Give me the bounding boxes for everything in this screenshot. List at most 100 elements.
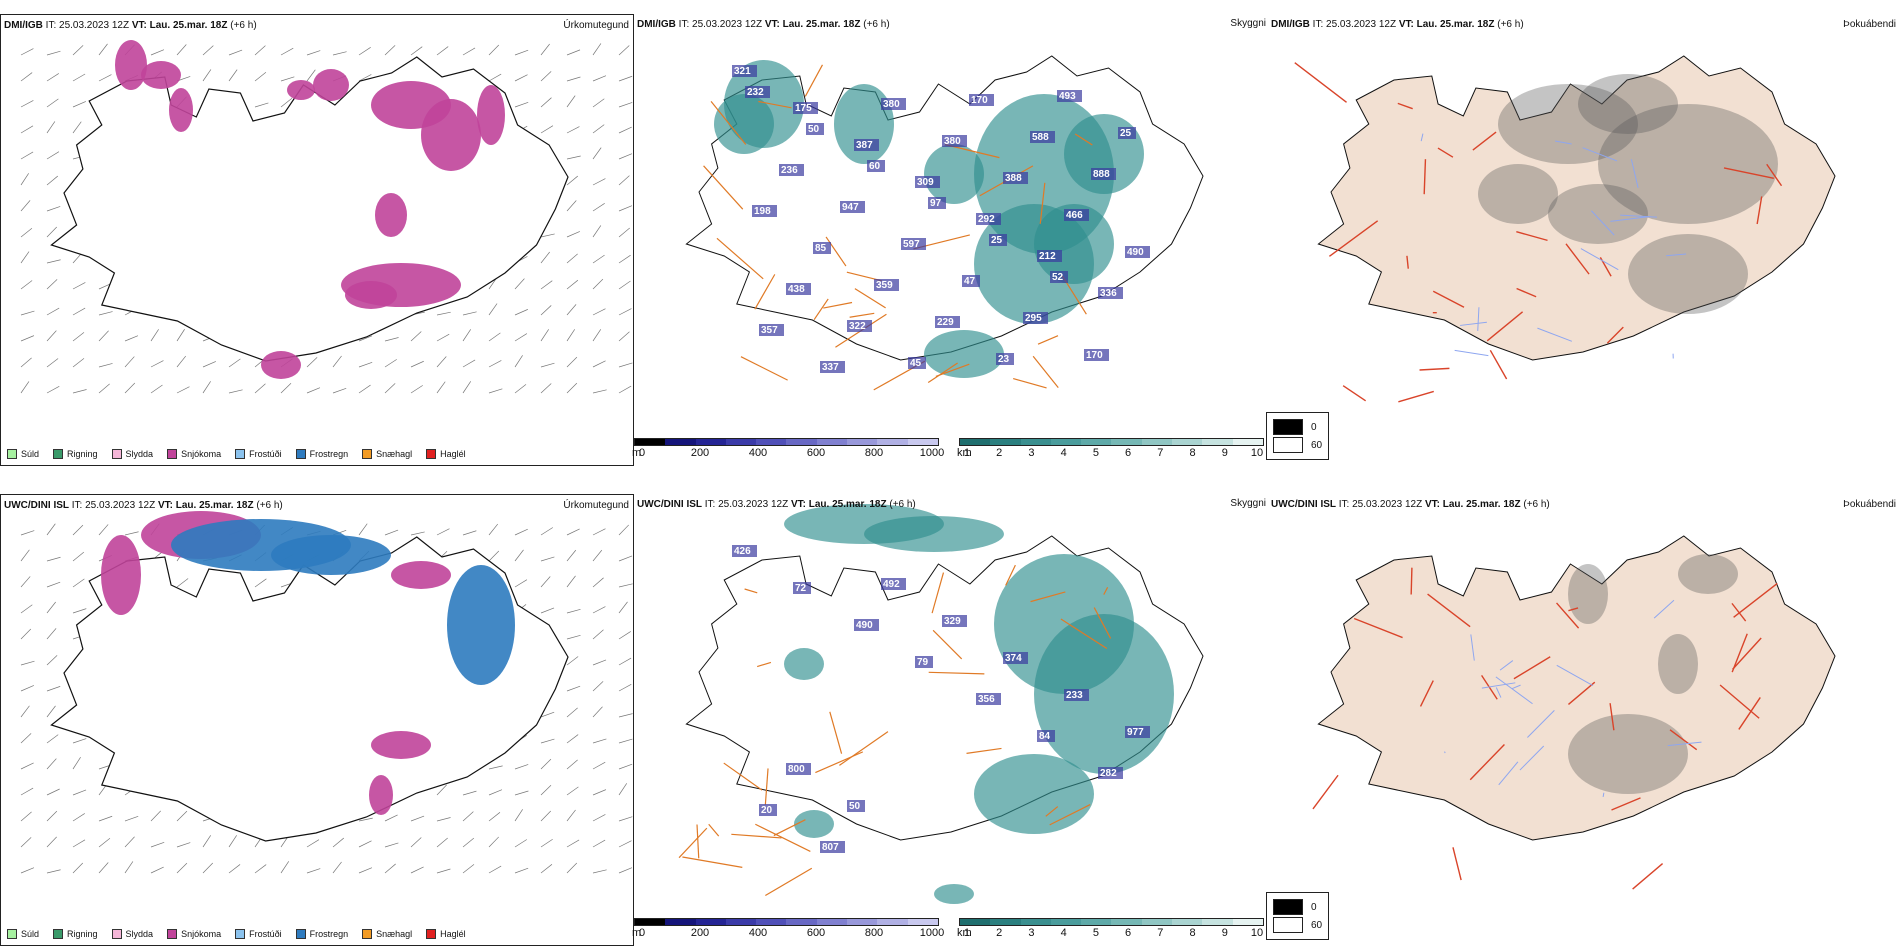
wind-barb [514,579,528,588]
legend-swatch [295,449,306,459]
colorbar-tick: 600 [806,927,826,939]
visibility-reading-box [854,619,879,631]
wind-barb [124,861,134,874]
road [1486,311,1524,342]
wind-barb [46,869,61,874]
panel-header: UWC/DINI ISL IT: 25.03.2023 12Z VT: Lau.… [4,500,283,511]
road [1731,633,1748,673]
issue-time: IT: 25.03.2023 12Z [704,499,789,510]
fog-legend: 0 60 [1266,412,1330,460]
visibility-reading: 97 [930,198,942,209]
wind-barb [20,867,35,874]
wind-barb [46,581,61,588]
road [757,661,772,668]
road [1669,729,1698,751]
wind-barb [514,839,528,848]
visibility-reading-box [996,353,1014,365]
wind-barb [592,681,604,692]
wind-barb [618,254,631,264]
wind-barb [592,789,607,796]
visibility-reading: 45 [910,358,922,369]
wind-barb [618,126,632,134]
wind-barb [20,530,35,536]
valid-time: Lau. 25.mar. 18Z [782,19,861,30]
wind-barb [566,528,580,536]
visibility-reading: 977 [1127,727,1144,738]
river [1519,745,1545,771]
colorbar-segment [695,439,726,445]
visibility-reading-box [1030,131,1055,143]
visibility-reading-box [854,139,879,151]
wind-barb [618,175,630,186]
wind-barb [228,358,241,368]
colorbar-tick: 400 [748,927,768,939]
precip-legend-item: Snæhagl [362,449,412,459]
wind-barb [488,303,498,316]
wind-barb [462,311,477,316]
visibility-reading-box [820,361,845,373]
wind-barb [46,788,60,796]
visibility-reading-box [867,160,885,172]
wind-barb [514,867,529,874]
wind-barb [306,387,321,394]
vt-label: VT: [1424,499,1440,510]
colorbar-segment [1050,919,1082,925]
precip-legend: Súld Rigning Slydda Snjókoma Frostúði Frostre… [7,449,466,459]
road [1074,133,1093,146]
wind-barb [254,45,266,56]
visibility-reading: 493 [1059,91,1076,102]
colorbar-tick: 800 [864,447,884,459]
visibility-reading: 356 [978,694,995,705]
wind-barb [592,203,605,212]
wind-barb [20,837,32,848]
wind-barb [618,280,631,290]
precipitation-area [169,88,193,132]
visibility-reading-box [1098,287,1123,299]
wind-barb [202,69,212,82]
low-visibility-area [784,648,824,680]
wind-barb [462,864,475,874]
visibility-reading-box [1084,349,1109,361]
colorbar-segment [1202,919,1233,925]
visibility-reading-box [881,578,906,590]
road [755,823,811,852]
wind-barb [46,151,60,160]
colorbar-tick: 10 [1250,447,1264,459]
colorbar-segment [847,439,878,445]
colorbar-segment [786,919,817,925]
wind-barb [176,842,191,848]
wind-barb [176,862,188,874]
road [723,762,763,791]
colorbar-tick: 2 [996,447,1003,459]
panel-header: DMI/IGB IT: 25.03.2023 12Z VT: Lau. 25.m… [1271,19,1524,30]
wind-barb [72,757,81,770]
precipitation-area [115,40,147,90]
road [682,856,743,868]
colorbar-segment [635,439,666,445]
river [1602,792,1605,798]
fog-indicator-area [1678,554,1738,594]
legend-label: Snæhagl [376,449,413,459]
visibility-reading: 490 [856,620,873,631]
legend-label: Snæhagl [376,929,413,939]
colorbar-segment [725,439,757,445]
wind-barb [150,384,163,394]
colorbar-tick: 6 [1125,447,1132,459]
colorbar-segment [847,919,878,925]
road [1103,587,1109,595]
wind-barb [618,385,632,394]
road [1045,806,1059,817]
wind-barb [592,147,602,160]
road [1513,656,1551,680]
visibility-reading: 387 [856,140,873,151]
precipitation-area [421,99,481,171]
model-name: UWC/DINI ISL [637,499,702,510]
wind-barb [488,360,502,368]
visibility-reading: 233 [1066,690,1083,701]
wind-barb [618,331,630,342]
wind-barb [436,311,451,316]
visibility-km-colorbar: km 1 2 3 4 5 6 7 8 9 10 [957,918,1264,940]
visibility-reading: 85 [815,243,827,254]
colorbar-strip [959,438,1264,446]
visibility-reading: 23 [998,354,1010,365]
